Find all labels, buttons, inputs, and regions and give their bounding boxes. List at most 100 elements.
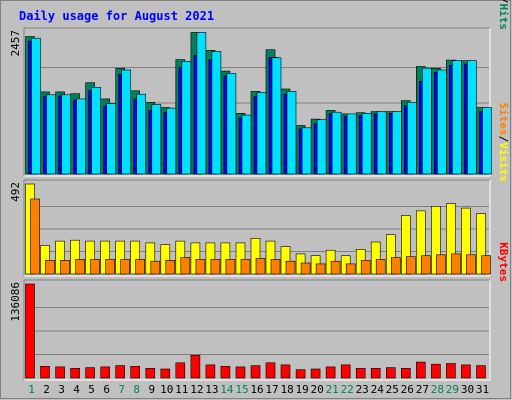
bar-pages-day-28 bbox=[437, 69, 447, 175]
bar-visits-day-3 bbox=[55, 240, 65, 275]
x-tick-30: 30 bbox=[461, 383, 474, 396]
bar-pages-day-19 bbox=[301, 127, 312, 175]
x-tick-29: 29 bbox=[446, 383, 459, 396]
x-tick-14: 14 bbox=[220, 383, 234, 396]
bar-pages-day-25 bbox=[391, 111, 402, 175]
y-max-label: 2457 bbox=[9, 30, 22, 57]
x-tick-20: 20 bbox=[310, 383, 323, 396]
bar-kbytes-day-22 bbox=[340, 364, 351, 379]
bar-sites-day-2 bbox=[45, 259, 55, 275]
bar-kbytes-day-10 bbox=[160, 368, 171, 379]
x-tick-11: 11 bbox=[175, 383, 188, 396]
x-tick-7: 7 bbox=[118, 383, 125, 396]
bar-kbytes-day-18 bbox=[280, 364, 291, 379]
bar-kbytes-day-7 bbox=[115, 365, 125, 379]
legend-sites: Sites bbox=[497, 103, 510, 136]
x-tick-23: 23 bbox=[356, 383, 369, 396]
x-tick-3: 3 bbox=[58, 383, 65, 396]
bar-kbytes-day-19 bbox=[295, 369, 306, 379]
bar-kbytes-day-12 bbox=[190, 354, 201, 379]
bar-pages-day-24 bbox=[376, 111, 387, 175]
bar-kbytes-day-5 bbox=[85, 367, 95, 379]
panel-3: 136086 KBytes bbox=[9, 242, 510, 381]
bar-kbytes-day-20 bbox=[310, 368, 321, 379]
x-tick-17: 17 bbox=[265, 383, 278, 396]
bar-kbytes-day-16 bbox=[250, 365, 261, 379]
bar-pages-day-14 bbox=[226, 73, 237, 175]
bar-kbytes-day-11 bbox=[175, 362, 186, 379]
bar-kbytes-day-3 bbox=[55, 366, 65, 379]
bar-sites-day-26 bbox=[405, 256, 416, 275]
bar-sites-day-1 bbox=[30, 198, 40, 275]
x-tick-9: 9 bbox=[148, 383, 155, 396]
legend-kbytes: KBytes bbox=[497, 242, 510, 282]
bar-kbytes-day-14 bbox=[220, 365, 231, 379]
bar-sites-day-18 bbox=[285, 260, 296, 275]
bar-sites-day-7 bbox=[120, 259, 130, 275]
bar-visits-day-24 bbox=[370, 241, 381, 275]
bar-pages-day-9 bbox=[151, 104, 162, 175]
x-tick-2: 2 bbox=[43, 383, 50, 396]
bar-kbytes-day-28 bbox=[431, 363, 441, 379]
bar-sites-day-23 bbox=[360, 259, 371, 275]
panel-1: 2457 Pages/Files/Hits bbox=[9, 0, 510, 177]
legend-label-group: Pages/Files/Hits bbox=[497, 0, 510, 30]
bar-visits-day-10 bbox=[160, 244, 171, 275]
bar-kbytes-day-13 bbox=[205, 364, 216, 379]
x-tick-15: 15 bbox=[235, 383, 248, 396]
bar-sites-day-22 bbox=[345, 263, 356, 275]
bar-sites-day-15 bbox=[240, 259, 251, 275]
bar-kbytes-day-15 bbox=[235, 366, 246, 379]
bar-pages-day-31 bbox=[482, 107, 492, 175]
bar-visits-day-25 bbox=[385, 234, 396, 275]
bar-kbytes-day-6 bbox=[100, 366, 110, 379]
bar-visits-day-9 bbox=[145, 242, 156, 275]
bar-pages-day-17 bbox=[271, 57, 282, 175]
legend-separator: / bbox=[497, 0, 510, 4]
bar-visits-day-5 bbox=[85, 240, 95, 275]
bar-sites-day-9 bbox=[150, 260, 161, 275]
bar-visits-day-30 bbox=[461, 207, 471, 275]
bar-kbytes-day-4 bbox=[70, 367, 80, 379]
bar-sites-day-17 bbox=[270, 259, 281, 275]
bar-sites-day-27 bbox=[420, 255, 431, 275]
bar-sites-day-5 bbox=[90, 259, 100, 275]
bar-sites-day-31 bbox=[481, 255, 491, 275]
bar-pages-day-4 bbox=[76, 98, 86, 175]
x-tick-26: 26 bbox=[401, 383, 414, 396]
y-max-label: 136086 bbox=[9, 282, 22, 322]
x-tick-27: 27 bbox=[416, 383, 429, 396]
bar-sites-day-8 bbox=[135, 259, 145, 275]
bar-sites-day-24 bbox=[375, 259, 386, 275]
bar-pages-day-10 bbox=[166, 107, 177, 175]
x-tick-1: 1 bbox=[28, 383, 35, 396]
bar-pages-day-2 bbox=[46, 94, 56, 175]
bar-kbytes-day-2 bbox=[40, 365, 50, 379]
bar-sites-day-12 bbox=[195, 259, 206, 275]
bar-visits-day-16 bbox=[250, 238, 261, 275]
bar-pages-day-5 bbox=[91, 87, 101, 175]
bar-visits-day-4 bbox=[70, 239, 80, 275]
bar-visits-day-6 bbox=[100, 240, 110, 275]
x-tick-12: 12 bbox=[190, 383, 203, 396]
bar-sites-day-6 bbox=[105, 259, 115, 275]
bar-visits-day-26 bbox=[400, 215, 411, 275]
x-tick-18: 18 bbox=[280, 383, 293, 396]
bar-sites-day-30 bbox=[466, 254, 476, 275]
x-tick-8: 8 bbox=[133, 383, 140, 396]
bar-pages-day-8 bbox=[136, 93, 146, 175]
bar-visits-day-12 bbox=[190, 242, 201, 275]
bar-pages-day-7 bbox=[121, 69, 131, 175]
bar-visits-day-14 bbox=[220, 242, 231, 275]
bar-pages-day-20 bbox=[316, 119, 327, 175]
legend-separator: / bbox=[497, 136, 510, 143]
bar-visits-day-13 bbox=[205, 242, 216, 275]
x-tick-22: 22 bbox=[341, 383, 354, 396]
x-tick-5: 5 bbox=[88, 383, 95, 396]
legend-hits: Hits bbox=[497, 4, 510, 31]
bar-sites-day-28 bbox=[436, 254, 446, 275]
x-tick-13: 13 bbox=[205, 383, 218, 396]
bar-pages-day-21 bbox=[331, 111, 342, 175]
bar-sites-day-20 bbox=[315, 263, 326, 275]
